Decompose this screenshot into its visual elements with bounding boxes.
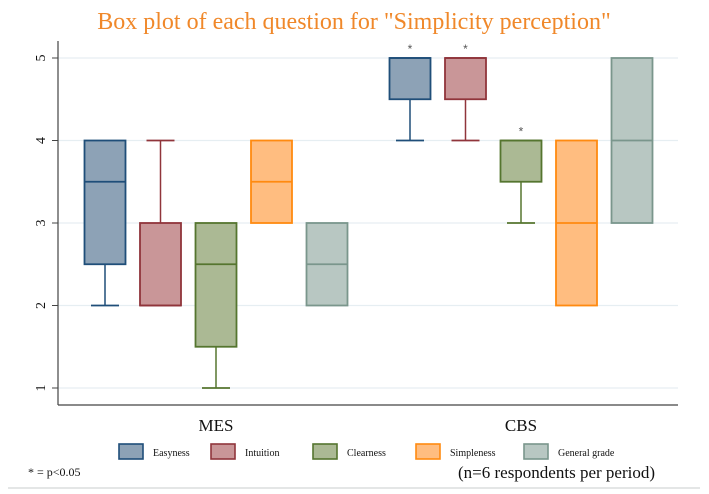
y-tick-label: 4 <box>34 137 49 144</box>
significance-marker: * <box>463 42 468 56</box>
footnote-significance: * = p<0.05 <box>28 465 81 479</box>
legend: Easyness Intuition Clearness Simpleness Gene… <box>118 443 615 460</box>
legend-swatch-general-grade <box>523 443 549 460</box>
boxes-layer: * * * <box>83 42 654 389</box>
box-general-grade-cbs <box>610 57 654 224</box>
legend-swatch-easyness <box>118 443 144 460</box>
box-easyness-cbs: * <box>388 42 432 142</box>
box-iqr <box>444 57 487 101</box>
legend-label: Easyness <box>153 448 190 459</box>
box-intuition-mes <box>139 139 182 307</box>
group-label-mes: MES <box>199 416 234 435</box>
y-tick-label: 5 <box>34 55 49 62</box>
legend-swatch-clearness <box>312 443 338 460</box>
legend-swatch-simpleness <box>415 443 441 460</box>
box-iqr <box>139 222 182 307</box>
box-iqr <box>388 57 432 101</box>
footnote-sample-size: (n=6 respondents per period) <box>458 463 655 482</box>
box-iqr <box>194 222 238 348</box>
box-simpleness-mes <box>250 139 293 224</box>
significance-marker: * <box>519 125 524 139</box>
y-tick-label: 1 <box>34 385 49 392</box>
box-iqr <box>83 139 127 266</box>
box-iqr <box>499 139 543 183</box>
legend-label: Intuition <box>245 448 279 459</box>
box-simpleness-cbs <box>555 139 598 307</box>
box-easyness-mes <box>83 139 127 307</box>
y-axis-ticks: 1 2 3 4 5 <box>34 55 58 392</box>
box-intuition-cbs: * <box>444 42 487 142</box>
significance-marker: * <box>408 42 413 56</box>
y-tick-label: 3 <box>34 220 49 227</box>
legend-swatch-intuition <box>210 443 236 460</box>
legend-label: Clearness <box>347 448 386 459</box>
box-clearness-mes <box>194 222 238 389</box>
chart-title: Box plot of each question for "Simplicit… <box>97 9 611 35</box>
y-tick-label: 2 <box>34 302 49 309</box>
box-general-grade-mes <box>305 222 349 307</box>
legend-label: Simpleness <box>450 448 496 459</box>
box-clearness-cbs: * <box>499 125 543 224</box>
group-label-cbs: CBS <box>505 416 537 435</box>
legend-label: General grade <box>558 448 615 459</box>
